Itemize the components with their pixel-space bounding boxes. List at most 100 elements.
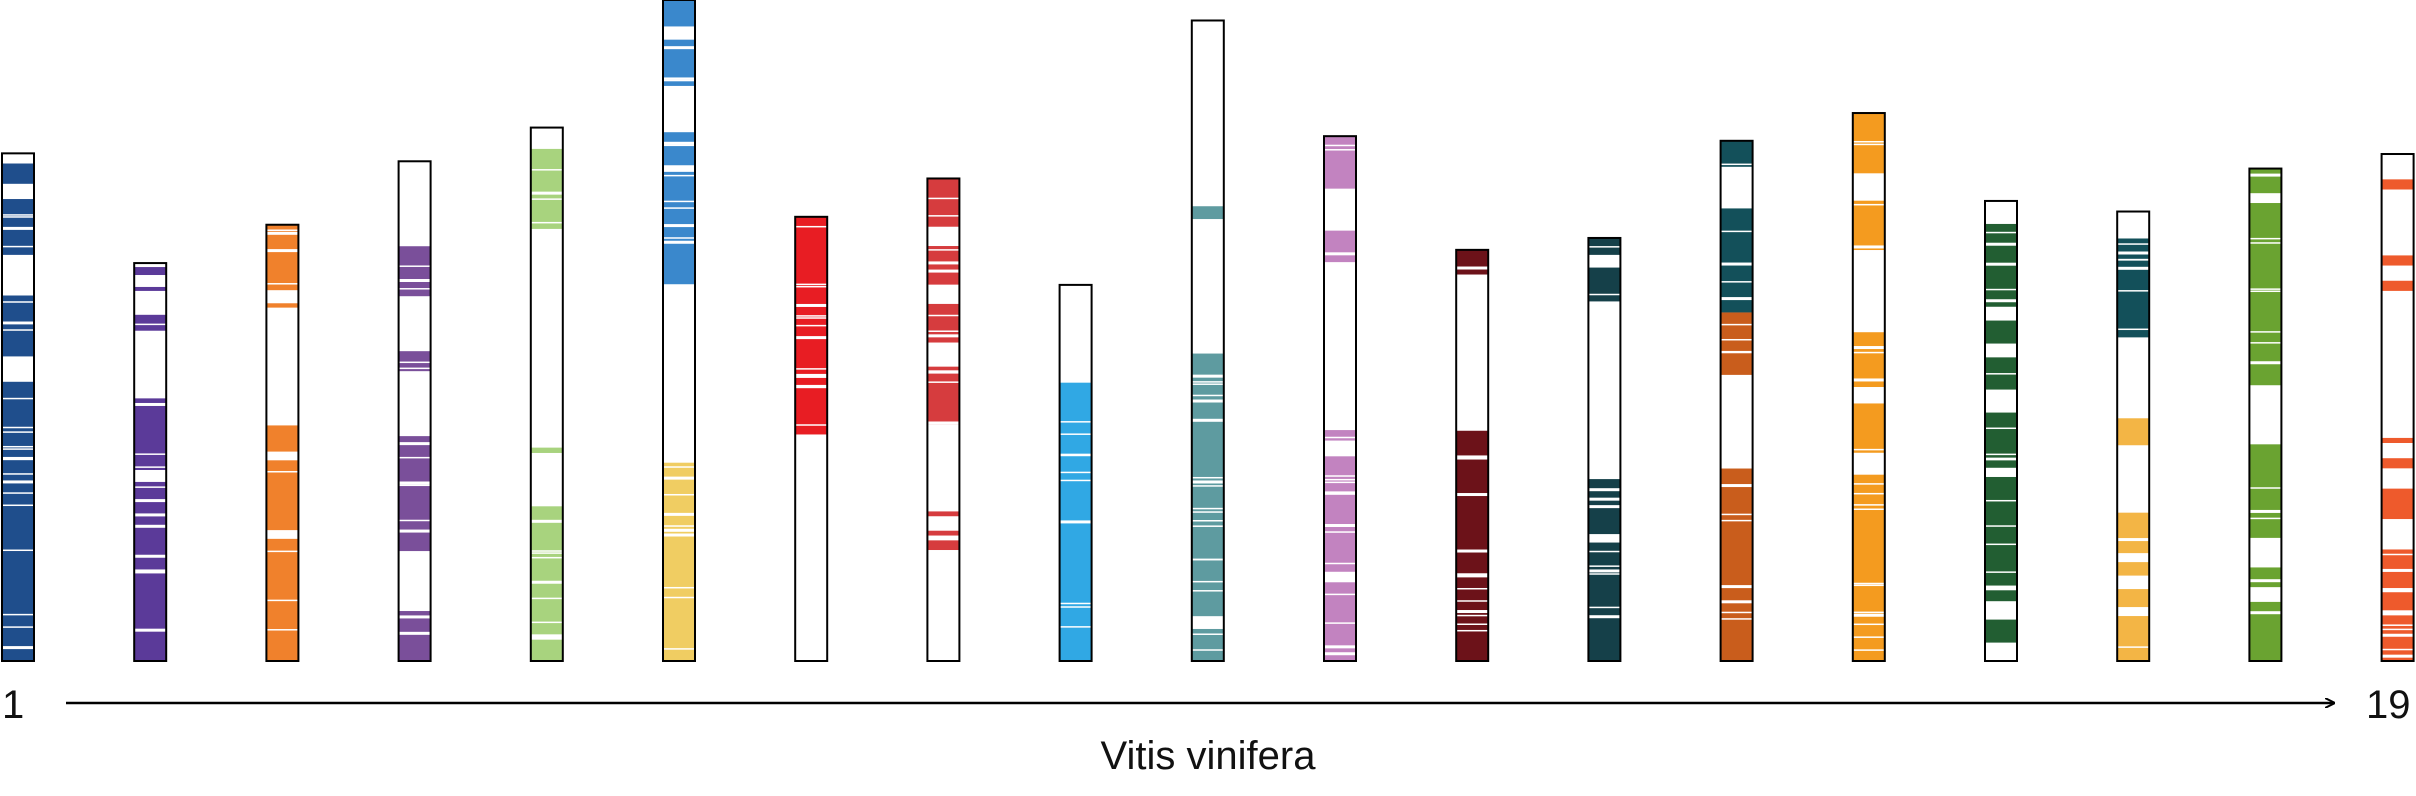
chromosome-13-gap [1588, 615, 1621, 619]
chromosome-19-band-1 [2381, 179, 2414, 190]
chromosome-19-gap [2381, 568, 2414, 572]
chromosome-3-gap [266, 550, 299, 553]
chromosome-9-gap [1059, 626, 1092, 628]
chromosome-17-gap [2117, 266, 2150, 270]
chromosome-10-gap [1191, 399, 1224, 403]
chromosome-2-gap [134, 323, 167, 326]
chromosome-1-gap [2, 301, 34, 303]
chromosome-16-gap [1985, 587, 2017, 591]
chromosome-6-gap [663, 528, 695, 532]
chromosome-8-gap [927, 197, 960, 200]
chromosome-19-gap [2381, 648, 2414, 651]
chromosome-13-gap [1588, 606, 1621, 609]
chromosome-11-gap [1324, 645, 1356, 649]
chromosome-11-gap [1324, 593, 1356, 596]
chromosome-1-gap [2, 646, 34, 650]
chromosome-7-gap [795, 303, 828, 307]
chromosome-14-gap [1720, 163, 1753, 166]
chromosome-15-gap [1852, 582, 1885, 585]
chromosome-7-outline [794, 215, 829, 662]
chromosome-9-outline [1058, 283, 1093, 662]
chromosome-5-band-3 [530, 506, 563, 635]
chromosome-12-outline [1455, 248, 1490, 662]
chromosome-3-band-1 [266, 224, 299, 291]
chromosome-11-gap [1324, 144, 1356, 147]
chromosome-16-gap [1985, 427, 2017, 430]
chromosome-10-gap [1191, 520, 1224, 522]
chromosome-15-gap [1852, 623, 1885, 626]
chromosome-6-gap [663, 533, 695, 537]
chromosome-11-gap [1324, 652, 1356, 656]
chromosome-1-gap [2, 397, 34, 400]
chromosome-9-gap [1059, 602, 1092, 605]
chromosome-10-gap [1191, 394, 1224, 397]
chromosome-19-band-5 [2381, 458, 2414, 469]
chromosome-3-gap [266, 229, 299, 231]
chromosome-2-gap [134, 524, 167, 528]
chromosome-15-band-5 [1852, 474, 1885, 661]
chromosome-3-gap [266, 231, 299, 235]
axis-end-label: 19 [2366, 683, 2411, 727]
axis-start-label: 1 [2, 683, 25, 727]
chromosome-11-gap [1324, 491, 1356, 495]
chromosome-15-gap [1852, 649, 1885, 651]
chromosome-5-gap [530, 550, 563, 552]
chromosome-6-band-4 [663, 171, 695, 285]
chromosome-11-gap [1324, 475, 1356, 477]
chromosome-1-band-1 [2, 163, 34, 184]
chromosome-6-gap [663, 78, 695, 80]
chromosome-4-gap [398, 456, 431, 459]
chromosome-6-gap [663, 466, 695, 468]
chromosome-11-gap [1324, 562, 1356, 565]
chromosome-13-gap [1588, 246, 1621, 248]
chromosome-8-band-7 [927, 540, 960, 551]
chromosome-5-outline [529, 126, 564, 662]
chromosome-16-outline [1984, 199, 2018, 662]
chromosome-6-gap [663, 79, 695, 82]
chromosome-11-gap [1324, 149, 1356, 151]
chromosome-8-band-2 [927, 246, 960, 285]
chromosome-1-band-3 [2, 295, 34, 357]
chromosome-18-gap [2249, 290, 2282, 293]
chromosome-6-band-3 [663, 132, 695, 166]
chromosome-10 [1190, 19, 1225, 662]
chromosome-11-gap [1324, 531, 1356, 533]
chromosome-6-band-5 [663, 462, 695, 661]
chromosome-19-gap [2381, 628, 2414, 631]
chromosome-5-band-4 [530, 639, 563, 661]
chromosome-16-band-6 [1985, 619, 2017, 643]
chromosome-7-gap [795, 324, 828, 327]
chromosome-17-gap [2117, 538, 2150, 542]
chromosome-19-band-4 [2381, 437, 2414, 443]
chromosome-18-gap [2249, 517, 2282, 520]
chromosome-11-gap [1324, 478, 1356, 481]
chromosome-14-gap [1720, 297, 1753, 301]
chromosome-17-band-2 [2117, 418, 2150, 446]
chromosome-9-gap [1059, 520, 1092, 524]
chromosome-4-gap [398, 442, 431, 446]
chromosome-2-band-1 [134, 267, 167, 276]
chromosome-5-gap [530, 169, 563, 171]
chromosome-17-band-1 [2117, 238, 2150, 338]
chromosome-17-band-6 [2117, 616, 2150, 661]
chromosome-6-gap [663, 586, 695, 589]
chromosome-7-gap [795, 285, 828, 288]
chromosome-1-gap [2, 329, 34, 331]
chromosome-16-gap [1985, 231, 2017, 234]
chromosome-2-gap [134, 554, 167, 558]
chromosome-12 [1455, 248, 1490, 662]
chromosome-15-gap [1852, 483, 1885, 485]
chromosome-11-band-1 [1324, 136, 1356, 189]
chromosome-18-gap [2249, 173, 2282, 177]
chromosome-4-gap [398, 484, 431, 487]
chromosome-9 [1058, 283, 1093, 662]
chromosome-17-gap [2117, 290, 2150, 292]
chromosome-13-gap [1588, 505, 1621, 509]
chromosome-15-gap [1852, 143, 1885, 146]
chromosome-14-gap [1720, 350, 1753, 353]
chromosome-8-gap [927, 249, 960, 251]
chromosome-4-outline [397, 160, 432, 662]
chromosome-13-gap [1588, 573, 1621, 575]
chromosome-19-gap [2381, 624, 2414, 626]
chromosome-15-band-3 [1852, 332, 1885, 388]
